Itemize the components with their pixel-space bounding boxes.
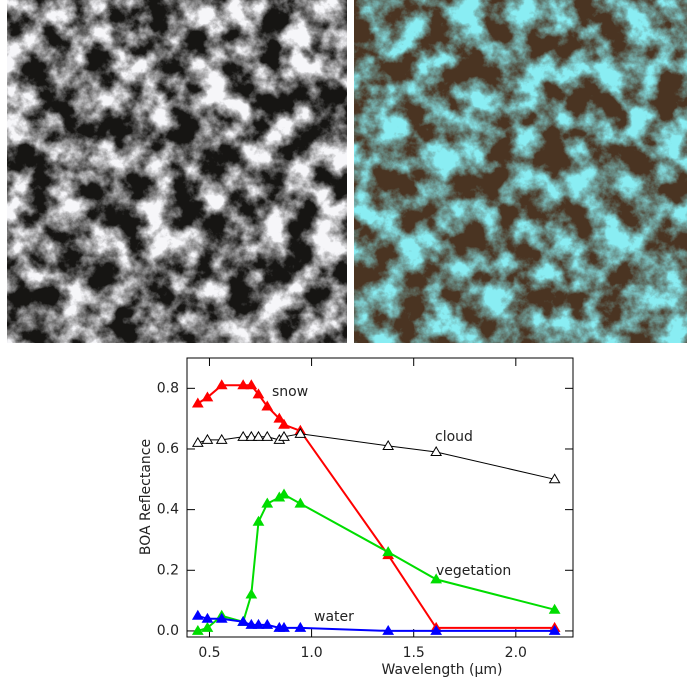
series-label: cloud [435, 429, 473, 445]
series-label: vegetation [436, 563, 511, 579]
chart-background [125, 345, 567, 687]
y-tick-label: 0.4 [157, 502, 179, 518]
y-tick-label: 0.0 [157, 623, 179, 639]
figure: Wavelength (μm) BOA Reflectance 0.0 0.2 0.… [0, 0, 687, 687]
x-tick-label: 1.5 [403, 645, 425, 661]
x-tick-label: 2.0 [505, 645, 527, 661]
y-tick-label: 0.8 [157, 380, 179, 396]
y-tick-label: 0.2 [157, 562, 179, 578]
page: Wavelength (μm) BOA Reflectance 0.0 0.2 0.… [0, 0, 687, 687]
x-tick-label: 0.5 [198, 645, 220, 661]
x-tick-label: 1.0 [300, 645, 322, 661]
series-label: snow [272, 384, 308, 400]
satellite-image-natural [7, 0, 347, 343]
satellite-image-false-color [354, 0, 687, 343]
y-tick-label: 0.6 [157, 441, 179, 457]
y-axis-label: BOA Reflectance [138, 439, 154, 555]
x-axis-label: Wavelength (μm) [382, 662, 503, 678]
series-label: water [314, 609, 354, 625]
